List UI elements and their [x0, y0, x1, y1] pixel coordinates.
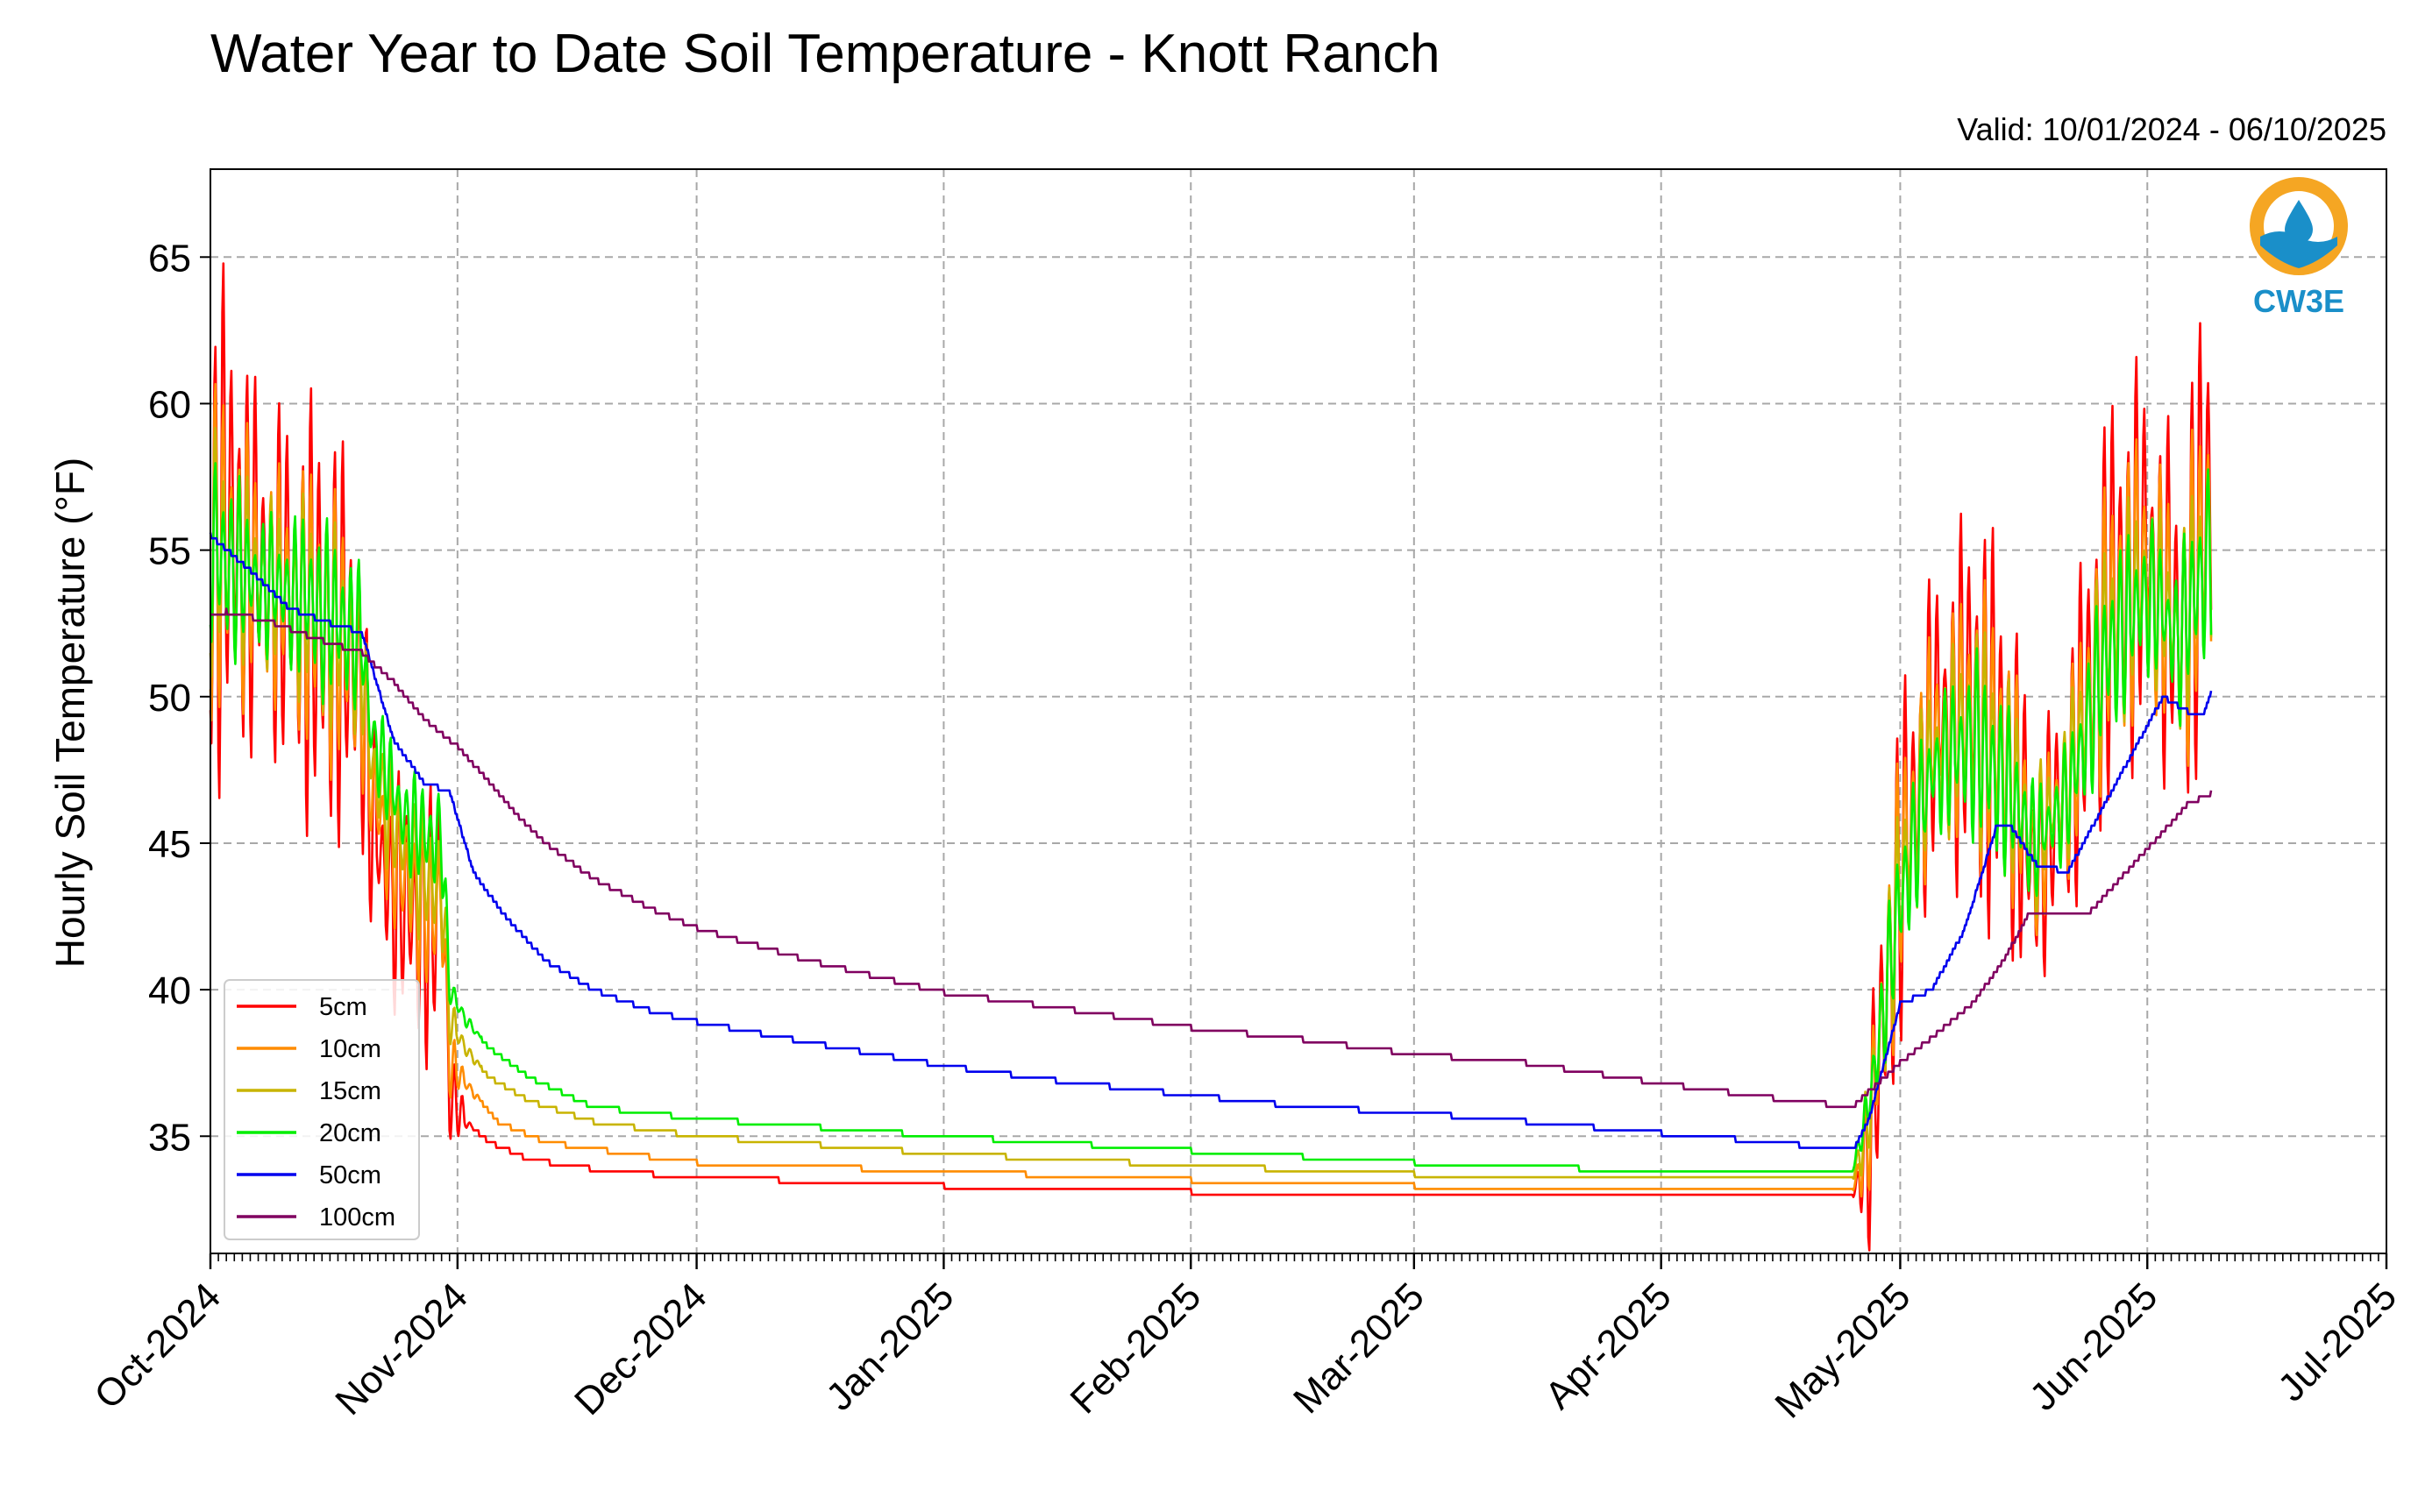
logo-drop-icon [2285, 200, 2313, 244]
logo-text: CW3E [2253, 283, 2344, 319]
grid [210, 169, 2386, 1253]
series-lines [209, 262, 2213, 1252]
plot-frame [210, 168, 2387, 1254]
y-tick-label: 55 [148, 530, 191, 573]
logo-water-icon [2260, 231, 2337, 268]
y-tick-label: 60 [148, 383, 191, 426]
y-tick-label: 35 [148, 1116, 191, 1159]
cw3e-logo: CW3E [2250, 177, 2348, 319]
chart-title: Water Year to Date Soil Temperature - Kn… [210, 24, 1440, 84]
y-tick-label: 50 [148, 677, 191, 720]
legend-label-5cm: 5cm [319, 993, 367, 1021]
legend-label-100cm: 100cm [319, 1203, 395, 1232]
y-tick-label: 45 [148, 823, 191, 866]
chart-subtitle: Valid: 10/01/2024 - 06/10/2025 [1957, 111, 2386, 147]
series-line-50cm [209, 532, 2213, 1149]
legend: 5cm 10cm 15cm 20cm 50cm 100cm [224, 979, 420, 1240]
y-tick-label: 40 [148, 969, 191, 1012]
series-line-5cm [209, 262, 2213, 1252]
y-axis-label: Hourly Soil Temperature (°F) [47, 458, 93, 969]
series-line-100cm [210, 607, 2213, 1109]
y-tick-label: 65 [148, 237, 191, 280]
legend-label-15cm: 15cm [319, 1077, 381, 1105]
series-line-10cm [209, 382, 2213, 1198]
legend-label-20cm: 20cm [319, 1119, 381, 1147]
legend-label-10cm: 10cm [319, 1035, 381, 1063]
series-line-20cm [209, 462, 2213, 1173]
legend-label-50cm: 50cm [319, 1161, 381, 1189]
